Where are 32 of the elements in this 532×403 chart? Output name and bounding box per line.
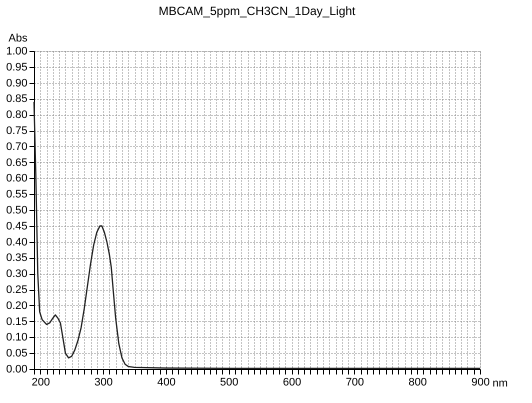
x-tick-label: 300 — [94, 376, 113, 388]
y-tick-label: 0.55 — [6, 188, 28, 201]
y-tick-label: 0.50 — [6, 204, 28, 216]
y-tick-label: 0.40 — [6, 236, 28, 248]
x-tick-label: 900 — [471, 376, 490, 388]
y-tick-label: 0.30 — [6, 268, 28, 280]
y-tick-label: 0.80 — [6, 109, 28, 122]
y-tick-label: 0.00 — [6, 364, 28, 376]
y-tick-label: 0.85 — [6, 93, 28, 106]
x-tick-label: 200 — [32, 376, 50, 388]
y-tick-label: 0.45 — [6, 220, 28, 232]
y-tick-label: 0.05 — [6, 348, 28, 360]
y-tick-label: 0.20 — [6, 300, 28, 312]
y-tick-label: 0.70 — [6, 140, 28, 153]
chart-title: MBCAM_5ppm_CH3CN_1Day_Light — [158, 4, 356, 18]
x-tick-label: 800 — [408, 376, 427, 388]
x-tick-label: 600 — [282, 376, 302, 388]
y-tick-label: 0.35 — [6, 252, 28, 264]
x-tick-label: 500 — [220, 376, 238, 388]
y-tick-label: 0.75 — [6, 125, 28, 137]
y-tick-label: 0.60 — [6, 172, 28, 185]
y-tick-label: 0.10 — [6, 332, 28, 344]
y-axis-title: Abs — [8, 32, 28, 44]
y-tick-label: 0.90 — [6, 77, 28, 90]
x-axis-title: nm — [492, 378, 508, 390]
x-tick-label: 400 — [157, 376, 176, 388]
y-tick-label: 0.95 — [6, 61, 28, 74]
y-tick-label: 1.00 — [6, 46, 28, 58]
y-tick-label: 0.25 — [6, 284, 28, 296]
x-tick-label: 700 — [346, 376, 364, 388]
y-tick-label: 0.65 — [6, 156, 28, 169]
y-tick-label: 0.15 — [6, 316, 28, 328]
